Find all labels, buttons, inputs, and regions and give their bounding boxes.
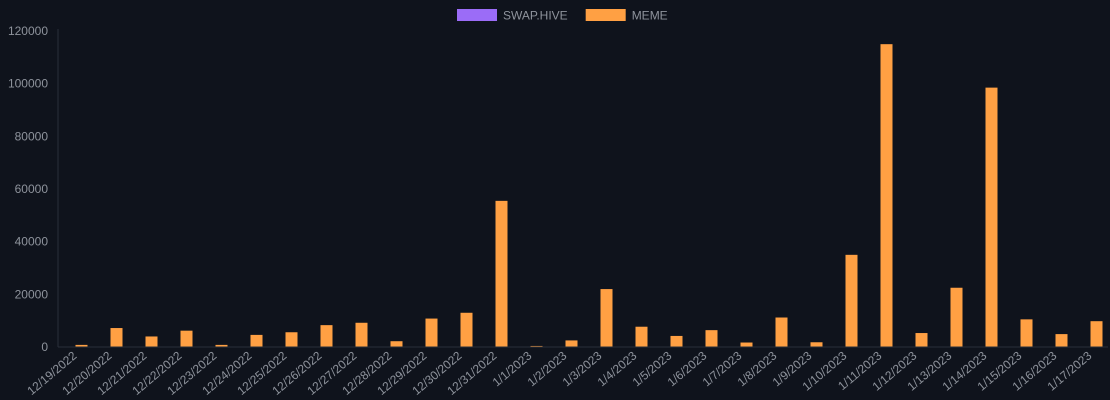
bar-meme-18[interactable] [705, 330, 718, 347]
bar-meme-21[interactable] [810, 342, 823, 347]
bar-meme-22[interactable] [845, 254, 858, 347]
legend[interactable]: SWAP.HIVE MEME [457, 9, 668, 23]
bar-meme-20[interactable] [775, 317, 788, 347]
y-tick-label: 0 [41, 340, 48, 354]
bar-meme-7[interactable] [320, 325, 333, 347]
legend-label: MEME [632, 9, 668, 23]
legend-item-swap-hive[interactable]: SWAP.HIVE [457, 9, 568, 23]
x-axis: 12/19/202212/20/202212/21/202212/22/2022… [24, 346, 1108, 398]
legend-swatch [585, 9, 626, 21]
bar-meme-15[interactable] [600, 289, 613, 347]
legend-swatch [457, 9, 497, 21]
bar-meme-1[interactable] [110, 328, 123, 347]
bar-meme-9[interactable] [390, 341, 403, 347]
bar-meme-10[interactable] [425, 318, 438, 347]
bar-meme-14[interactable] [565, 340, 578, 347]
bar-meme-4[interactable] [215, 344, 228, 347]
bar-meme-12[interactable] [495, 200, 508, 347]
y-tick-label: 120000 [8, 24, 48, 38]
bar-meme-6[interactable] [285, 332, 298, 347]
bar-meme-19[interactable] [740, 342, 753, 347]
bar-meme-24[interactable] [915, 333, 928, 347]
bar-meme-13[interactable] [530, 345, 543, 347]
bar-meme-8[interactable] [355, 322, 368, 347]
bar-meme-16[interactable] [635, 326, 648, 347]
bar-meme-23[interactable] [880, 44, 893, 348]
y-tick-label: 80000 [15, 129, 49, 143]
bar-meme-28[interactable] [1055, 334, 1068, 347]
bar-meme-0[interactable] [75, 344, 88, 347]
y-axis: 0 20000 40000 60000 80000 100000 120000 [8, 24, 59, 354]
bar-meme-17[interactable] [670, 335, 683, 347]
y-tick-label: 40000 [15, 235, 49, 249]
bar-meme-2[interactable] [145, 336, 158, 347]
bar-meme-3[interactable] [180, 330, 193, 347]
bar-meme-11[interactable] [460, 312, 473, 347]
bar-meme-25[interactable] [950, 287, 963, 347]
y-tick-label: 100000 [8, 77, 48, 91]
legend-label: SWAP.HIVE [503, 9, 568, 23]
bar-meme-29[interactable] [1090, 321, 1103, 347]
bar-meme-27[interactable] [1020, 319, 1033, 347]
bars [75, 44, 1103, 348]
bar-meme-26[interactable] [985, 87, 998, 348]
y-tick-label: 20000 [15, 287, 49, 301]
bar-meme-5[interactable] [250, 334, 263, 347]
legend-item-meme[interactable]: MEME [585, 9, 668, 23]
y-tick-label: 60000 [15, 182, 49, 196]
